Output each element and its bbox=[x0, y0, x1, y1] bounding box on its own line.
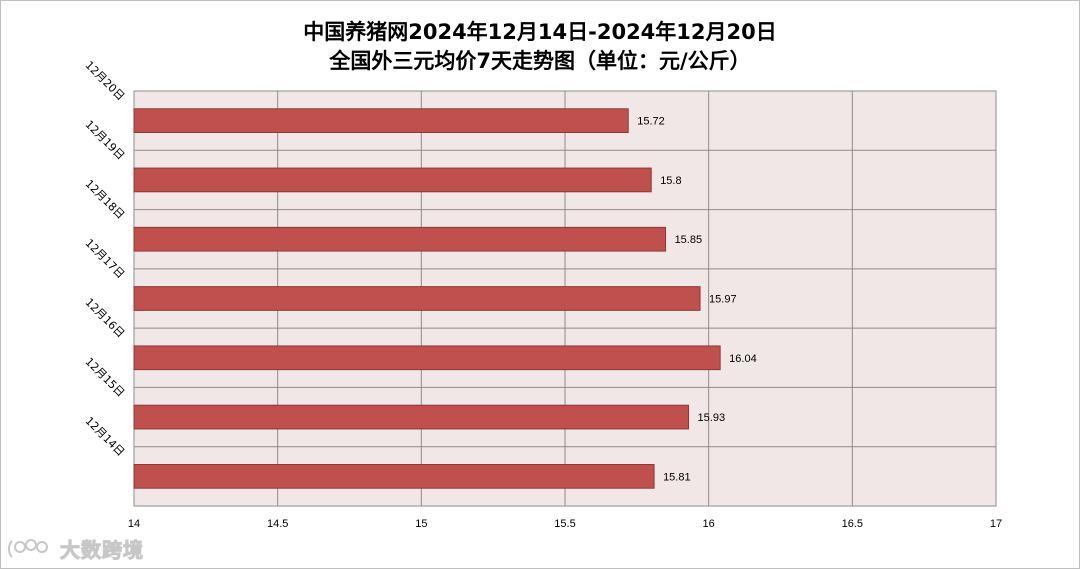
data-label: 15.93 bbox=[698, 412, 726, 424]
x-tick-label: 14.5 bbox=[267, 518, 288, 530]
data-label: 15.8 bbox=[660, 175, 681, 187]
category-label: 12月19日 bbox=[83, 118, 128, 163]
data-label: 15.81 bbox=[663, 471, 691, 483]
data-label: 15.85 bbox=[675, 234, 703, 246]
x-tick-label: 14 bbox=[128, 518, 140, 530]
bar bbox=[133, 286, 701, 311]
data-label: 15.97 bbox=[709, 294, 737, 306]
data-label: 15.72 bbox=[637, 116, 665, 128]
bar bbox=[133, 404, 690, 430]
bar bbox=[133, 226, 667, 252]
category-label: 12月16日 bbox=[83, 296, 128, 341]
x-tick-label: 16 bbox=[703, 518, 715, 530]
bar bbox=[133, 464, 655, 489]
bar bbox=[133, 345, 721, 371]
chart-title-line1: 中国养猪网2024年12月14日-2024年12月20日 bbox=[303, 20, 777, 44]
watermark: 大数跨境 bbox=[8, 533, 144, 563]
watermark-text: 大数跨境 bbox=[60, 537, 144, 562]
bar bbox=[133, 108, 629, 133]
x-tick-label: 17 bbox=[990, 518, 1002, 530]
category-label: 12月17日 bbox=[83, 236, 128, 281]
chart-title-line2: 全国外三元均价7天走势图（单位：元/公斤） bbox=[329, 49, 751, 73]
category-label: 12月20日 bbox=[83, 59, 128, 104]
bar bbox=[133, 167, 652, 193]
category-label: 12月18日 bbox=[83, 177, 128, 222]
watermark-logo-icon bbox=[8, 539, 48, 558]
x-tick-label: 16.5 bbox=[842, 518, 863, 530]
data-label: 16.04 bbox=[729, 353, 757, 365]
x-tick-label: 15 bbox=[415, 518, 427, 530]
category-label: 12月15日 bbox=[83, 355, 128, 400]
category-label: 12月14日 bbox=[83, 414, 128, 459]
x-tick-label: 15.5 bbox=[554, 518, 575, 530]
